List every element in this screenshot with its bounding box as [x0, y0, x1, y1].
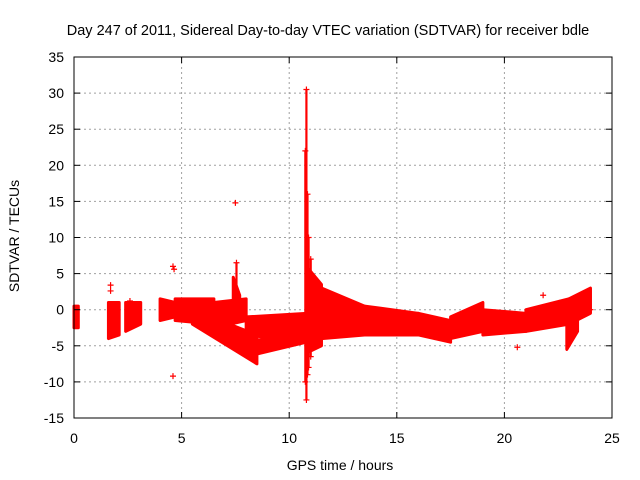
data-point — [557, 299, 564, 306]
data-band — [565, 315, 580, 351]
data-point — [302, 147, 309, 154]
data-point — [303, 86, 310, 93]
tick-label-y: 25 — [48, 121, 64, 137]
data-band — [158, 297, 177, 323]
data-point — [169, 373, 176, 380]
tick-label-x: 20 — [497, 430, 513, 446]
tick-label-x: 5 — [178, 430, 186, 446]
data-band — [190, 308, 259, 366]
tick-label-x: 15 — [389, 430, 405, 446]
data-point — [587, 306, 594, 313]
data-point — [464, 312, 471, 319]
data-point — [307, 256, 314, 263]
data-point — [304, 371, 311, 378]
data-point — [233, 259, 240, 266]
data-point — [305, 364, 312, 371]
data-point — [233, 313, 240, 320]
axis-ticks: 0 5 10 15 20 25 -15 -10 -5 0 5 10 15 20 25 30 35 — [44, 49, 620, 446]
data-point — [232, 199, 239, 206]
data-band — [567, 286, 592, 326]
data-point — [303, 396, 310, 403]
tick-label-x: 25 — [604, 430, 620, 446]
data-point — [307, 353, 314, 360]
data-point — [304, 191, 311, 198]
data-point — [514, 344, 521, 351]
data-band — [524, 297, 571, 333]
tick-label-y: 5 — [56, 266, 64, 282]
data-point — [169, 263, 176, 270]
data-band — [106, 300, 121, 341]
data-band — [212, 297, 248, 330]
grid — [74, 57, 612, 418]
data-point — [107, 287, 114, 294]
tick-label-x: 10 — [281, 430, 297, 446]
tick-label-y: 20 — [48, 157, 64, 173]
data-band — [319, 286, 367, 341]
chart-title: Day 247 of 2011, Sidereal Day-to-day VTE… — [67, 23, 590, 39]
data-band — [363, 304, 420, 337]
tick-label-y: 10 — [48, 230, 64, 246]
tick-label-y: -10 — [44, 374, 64, 390]
tick-label-y: 0 — [56, 302, 64, 318]
data-point — [501, 311, 508, 318]
data-points — [72, 86, 594, 403]
data-point — [305, 234, 312, 241]
data-point — [107, 282, 114, 289]
tick-label-y: -5 — [52, 338, 65, 354]
data-band — [449, 300, 485, 341]
data-point — [171, 266, 178, 273]
tick-label-y: 35 — [48, 49, 64, 65]
data-point — [126, 298, 133, 305]
data-point — [540, 292, 547, 299]
tick-label-y: 30 — [48, 85, 64, 101]
y-axis-label: SDTVAR / TECUs — [6, 180, 22, 292]
x-axis-label: GPS time / hours — [287, 457, 394, 473]
tick-label-y: -15 — [44, 410, 64, 426]
data-band — [124, 300, 143, 333]
data-point — [302, 378, 309, 385]
data-band — [416, 311, 453, 344]
tick-label-x: 0 — [70, 430, 78, 446]
tick-label-y: 15 — [48, 193, 64, 209]
